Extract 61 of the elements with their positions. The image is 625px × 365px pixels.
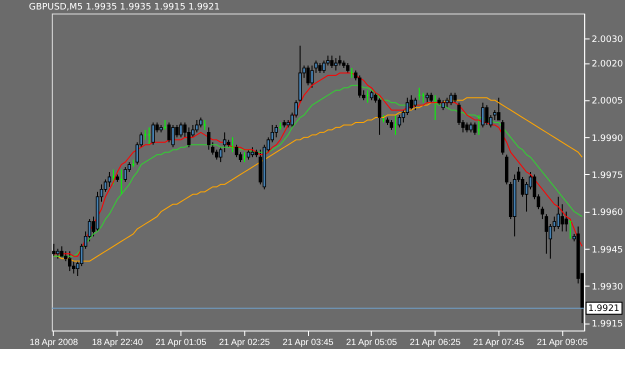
- candlestick: [338, 55, 342, 66]
- candlestick: [60, 246, 64, 257]
- candlestick: [310, 65, 314, 88]
- candlestick: [390, 120, 394, 130]
- x-tick-label: 21 Apr 01:05: [156, 336, 206, 347]
- candlestick: [56, 248, 60, 260]
- x-tick-label: 21 Apr 02:25: [219, 336, 270, 347]
- y-tick-label: 1.9975: [592, 170, 623, 181]
- candlestick: [445, 97, 449, 108]
- candlestick: [72, 260, 76, 274]
- y-tick-label: 2.0005: [592, 96, 623, 107]
- candlestick: [469, 122, 473, 133]
- candlestick: [314, 60, 318, 74]
- x-tick-label: 21 Apr 05:05: [346, 336, 398, 347]
- x-tick-label: 21 Apr 07:45: [473, 336, 524, 347]
- candlestick: [485, 104, 488, 126]
- candlestick: [481, 102, 485, 128]
- candlestick: [306, 65, 310, 86]
- x-tick-label: 21 Apr 06:25: [410, 336, 461, 347]
- candlestick: [330, 55, 334, 68]
- x-tick-label: 21 Apr 03:45: [282, 336, 334, 347]
- candlestick: [52, 243, 56, 257]
- candlestick: [426, 92, 429, 104]
- candlestick: [398, 114, 402, 128]
- y-tick-label: 2.0020: [592, 60, 624, 70]
- y-tick-label: 1.9915: [592, 320, 623, 330]
- candlestick: [465, 122, 469, 133]
- candlestick: [414, 97, 417, 111]
- x-tick-label: 21 Apr 09:05: [536, 336, 588, 347]
- x-tick-label: 18 Apr 22:40: [92, 336, 143, 347]
- ref-line-label: 1.9921: [588, 304, 620, 314]
- candlestick: [410, 94, 414, 111]
- candlestick: [318, 62, 322, 74]
- candlestick: [560, 204, 564, 232]
- y-tick-label: 1.9945: [592, 245, 623, 256]
- candlestick: [151, 122, 155, 146]
- candlestick: [457, 102, 461, 126]
- candlestick: [556, 196, 560, 230]
- y-tick-label: 1.9930: [592, 282, 624, 292]
- candlestick: [358, 74, 362, 98]
- candlestick: [441, 100, 445, 111]
- candlestick: [214, 149, 218, 160]
- candlestick: [68, 250, 72, 272]
- x-tick-label: 18 Apr 2008: [30, 336, 78, 347]
- candlestick: [195, 120, 199, 133]
- candlestick: [334, 58, 338, 71]
- candlestick: [207, 126, 210, 150]
- y-tick-label: 1.9990: [592, 134, 624, 144]
- candlestick: [250, 146, 254, 158]
- candlestick: [370, 90, 374, 101]
- candlestick: [179, 122, 183, 138]
- y-tick-label: 1.9960: [592, 208, 624, 218]
- candlestick: [322, 60, 326, 74]
- candlestick: [564, 211, 568, 232]
- candlestick: [124, 166, 128, 182]
- candlestick: [346, 62, 350, 74]
- chart-title: GBPUSD,M5 1.9935 1.9935 1.9915 1.9921: [28, 2, 220, 13]
- candlestick: [187, 126, 191, 148]
- candlestick: [473, 122, 477, 136]
- y-tick-label: 2.0030: [592, 34, 624, 45]
- candlestick: [430, 92, 433, 104]
